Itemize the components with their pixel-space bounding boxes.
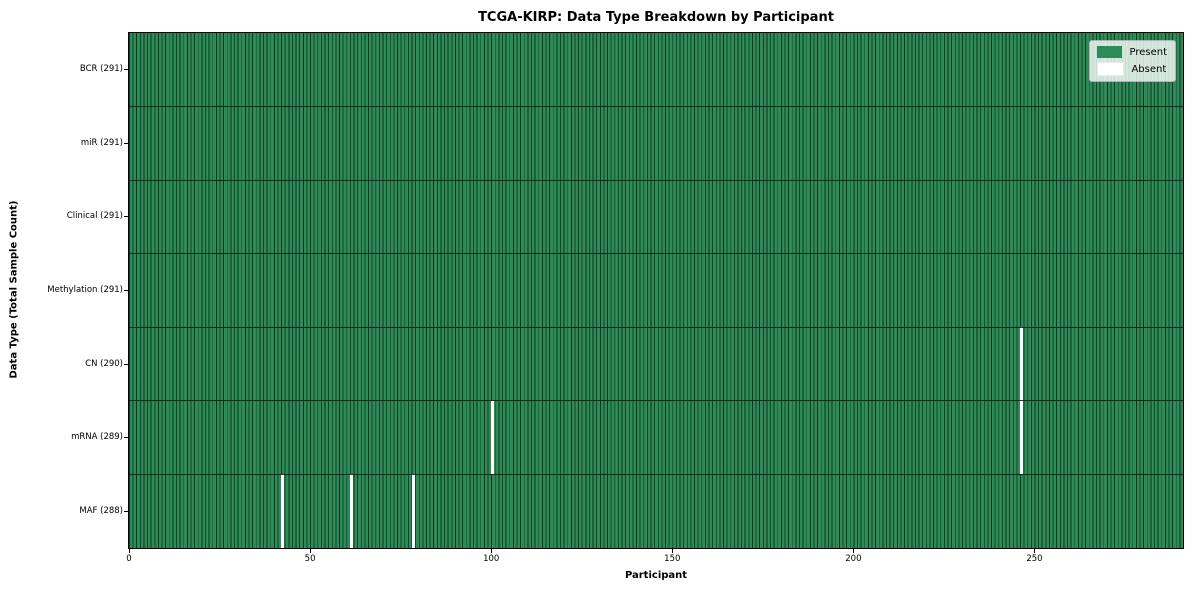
x-tick-mark bbox=[1033, 549, 1035, 553]
plot-area: Present Absent bbox=[128, 32, 1184, 549]
x-tick-label: 100 bbox=[483, 554, 500, 564]
y-tick-mark bbox=[124, 510, 129, 512]
y-tick-label: Clinical (291) bbox=[66, 211, 123, 222]
row-divider bbox=[129, 253, 1183, 255]
x-tick-mark bbox=[490, 549, 492, 553]
y-tick-label: CN (290) bbox=[85, 358, 123, 369]
y-tick-label: miR (291) bbox=[80, 137, 123, 148]
y-tick-mark bbox=[124, 69, 129, 71]
y-tick-mark bbox=[124, 437, 129, 439]
x-tick-label: 250 bbox=[1026, 554, 1043, 564]
x-tick-label: 0 bbox=[126, 554, 132, 564]
heatmap-row bbox=[129, 327, 1183, 401]
legend-item: Absent bbox=[1097, 62, 1167, 76]
legend-label: Absent bbox=[1131, 63, 1167, 75]
legend-swatch bbox=[1097, 62, 1125, 76]
heatmap-row bbox=[129, 180, 1183, 254]
row-divider bbox=[129, 106, 1183, 108]
absent-gap bbox=[411, 474, 415, 548]
y-tick-mark bbox=[124, 216, 129, 218]
absent-gap bbox=[349, 474, 354, 548]
absent-gap bbox=[491, 400, 495, 475]
heatmap-row bbox=[129, 253, 1183, 328]
x-tick-mark bbox=[309, 549, 311, 553]
y-tick-label: Methylation (291) bbox=[47, 285, 123, 295]
y-axis-label: Data Type (Total Sample Count) bbox=[8, 200, 20, 379]
y-tick-mark bbox=[124, 290, 129, 291]
heatmap-row bbox=[129, 33, 1183, 107]
row-divider bbox=[129, 179, 1183, 181]
heatmap-row bbox=[129, 106, 1183, 181]
heatmap-row bbox=[129, 400, 1183, 475]
legend-label: Present bbox=[1129, 46, 1167, 58]
x-tick-mark bbox=[128, 549, 130, 553]
heatmap-row bbox=[129, 474, 1183, 548]
x-tick-label: 50 bbox=[304, 554, 316, 564]
y-tick-label: MAF (288) bbox=[79, 505, 123, 516]
legend-item: Present bbox=[1097, 46, 1167, 58]
y-tick-label: BCR (291) bbox=[79, 64, 123, 75]
legend-swatch bbox=[1097, 46, 1123, 58]
legend: Present Absent bbox=[1089, 40, 1176, 82]
row-divider bbox=[129, 400, 1183, 402]
absent-gap bbox=[1020, 400, 1024, 475]
x-tick-mark bbox=[852, 549, 854, 553]
y-tick-mark bbox=[124, 363, 129, 365]
x-axis-label: Participant bbox=[624, 570, 688, 581]
absent-gap bbox=[281, 474, 285, 548]
y-tick-label: mRNA (289) bbox=[71, 432, 123, 443]
absent-gap bbox=[1020, 327, 1024, 401]
x-tick-label: 200 bbox=[845, 554, 862, 564]
x-tick-label: 150 bbox=[664, 554, 681, 564]
chart-title: TCGA-KIRP: Data Type Breakdown by Partic… bbox=[478, 10, 834, 25]
row-divider bbox=[129, 326, 1183, 328]
x-tick-mark bbox=[671, 549, 673, 553]
row-divider bbox=[129, 473, 1183, 475]
y-tick-mark bbox=[124, 142, 129, 144]
